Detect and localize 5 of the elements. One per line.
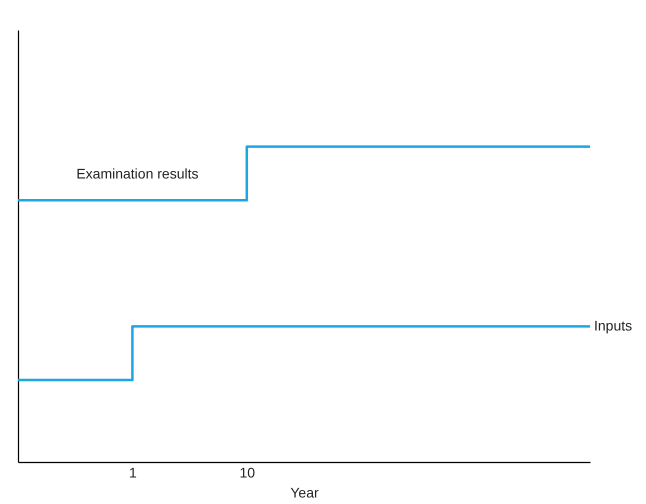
x-tick-label: 1	[129, 464, 137, 480]
series-label: Inputs	[594, 317, 632, 334]
series-label: Examination results	[76, 165, 198, 182]
x-tick-label: 10	[240, 464, 256, 480]
x-axis-title: Year	[290, 484, 319, 500]
